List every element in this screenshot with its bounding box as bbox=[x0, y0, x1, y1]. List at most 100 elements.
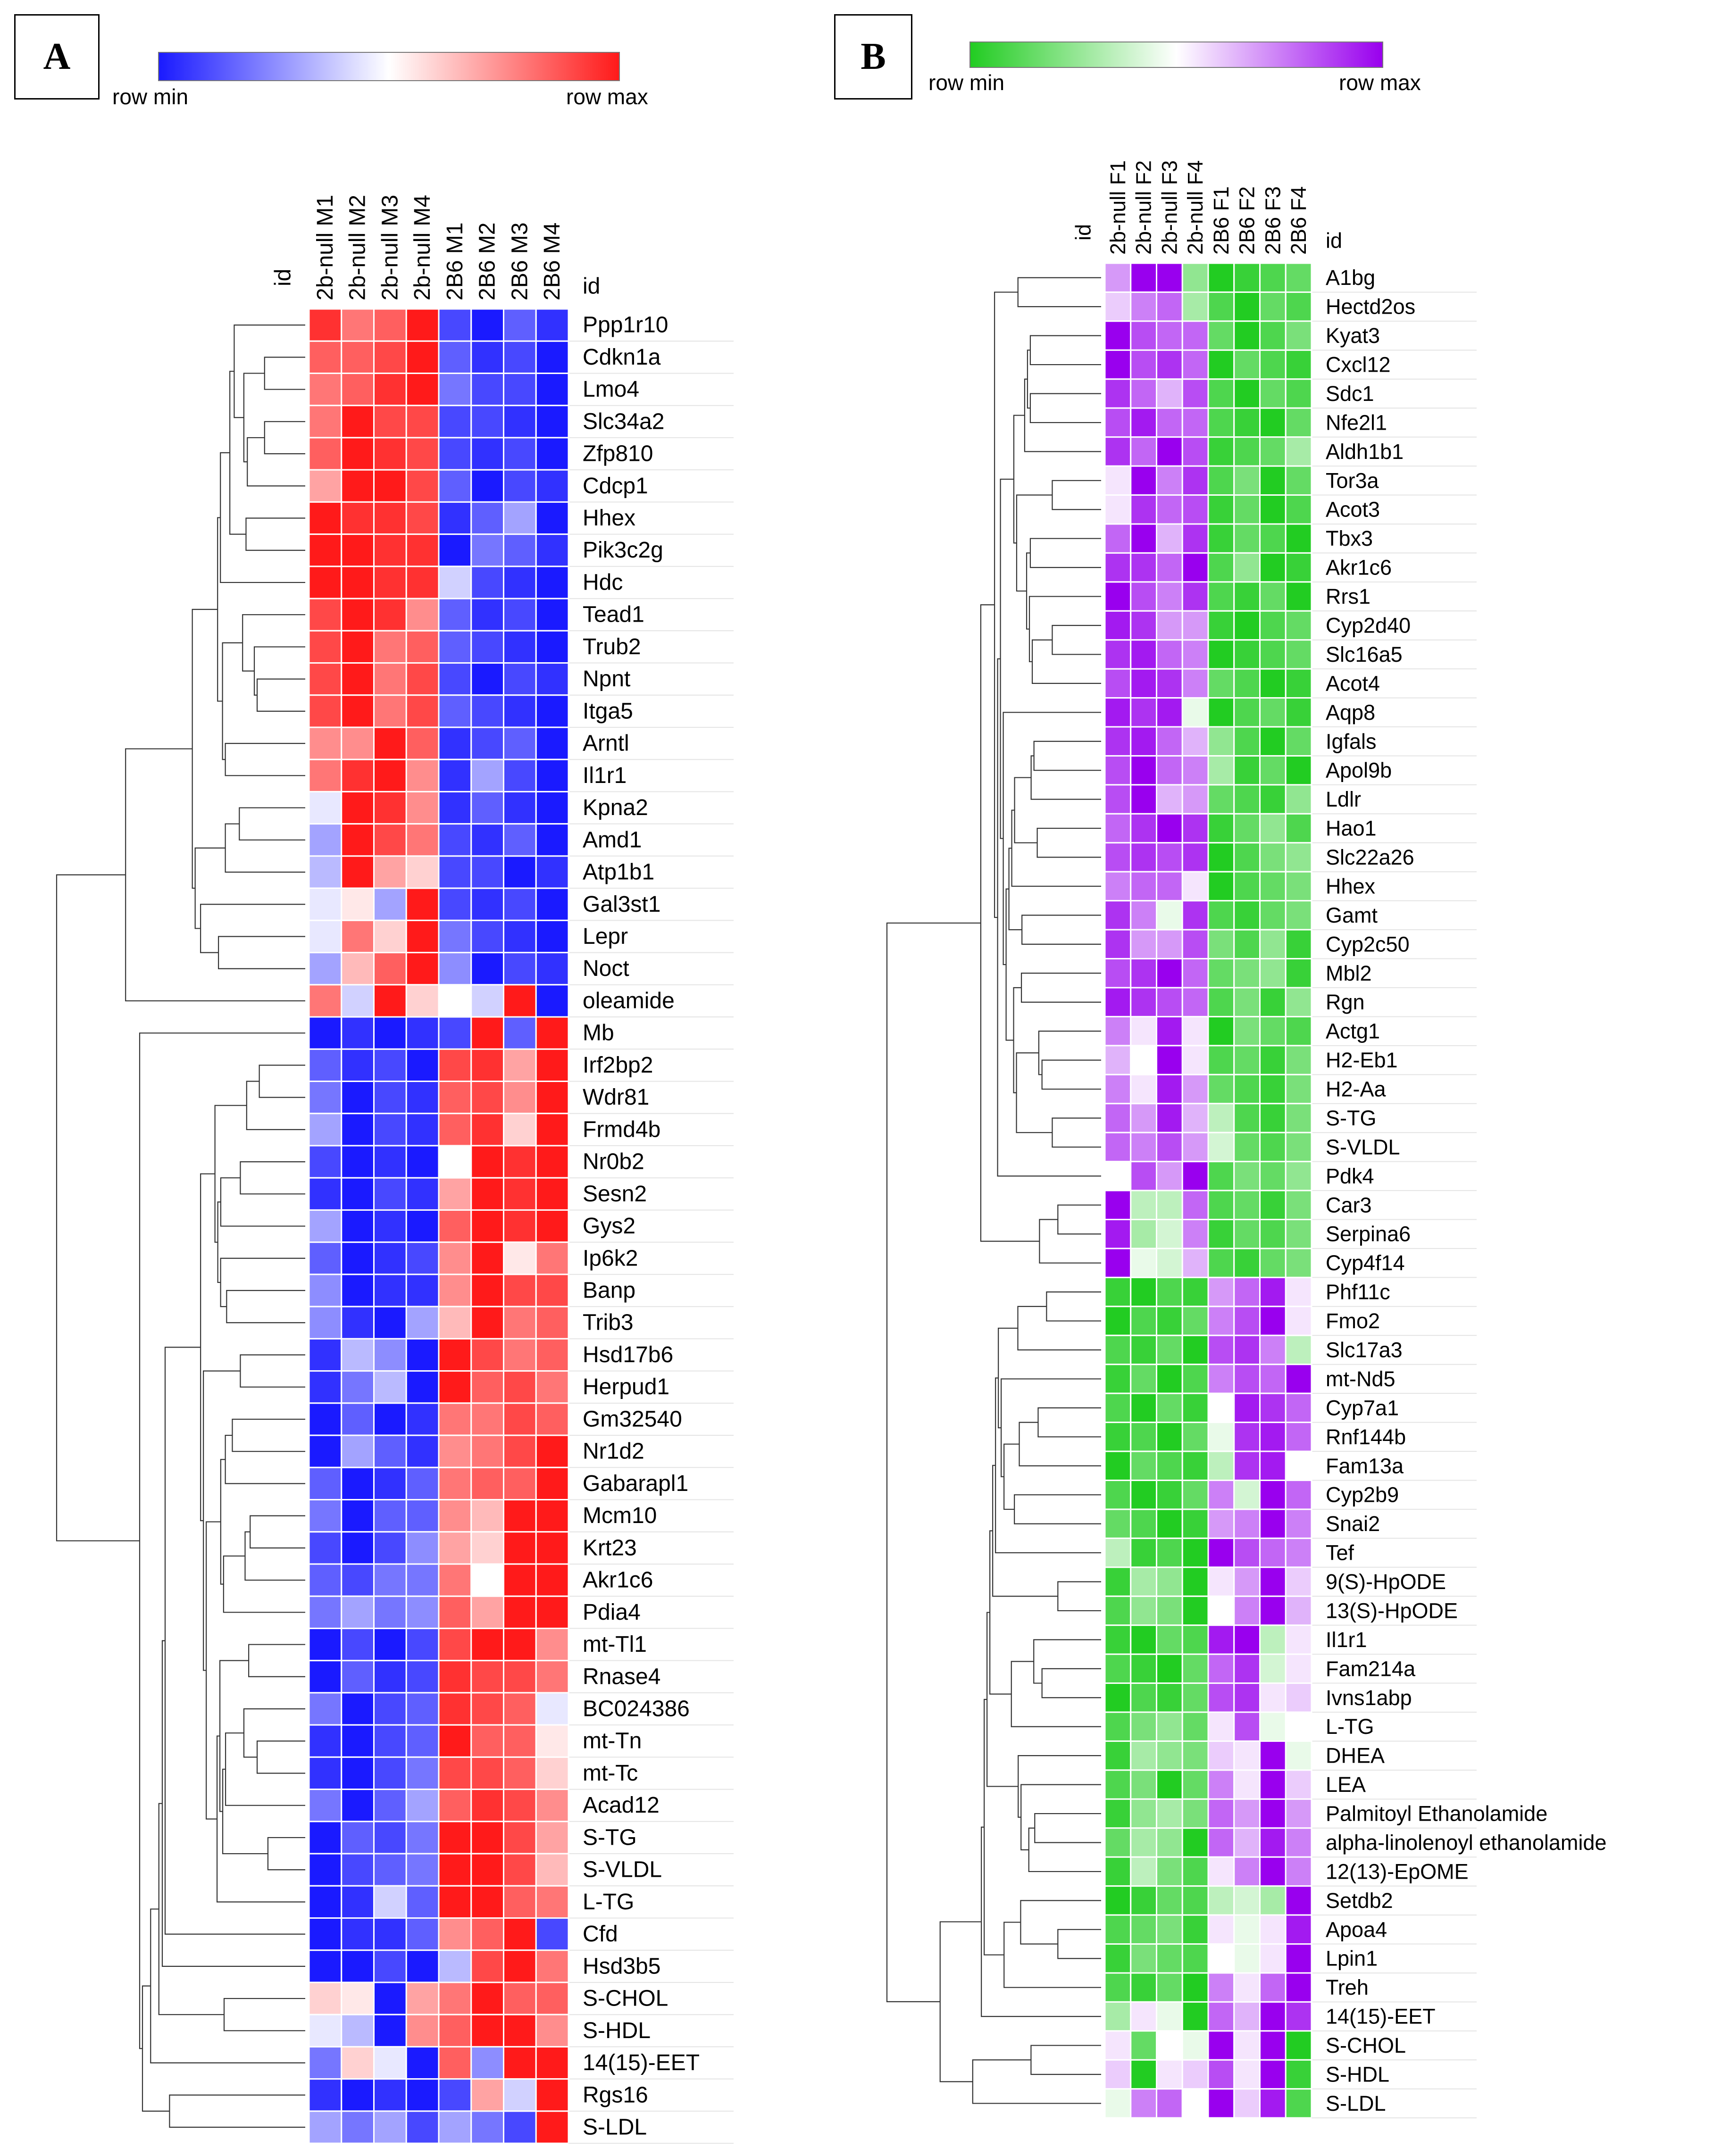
heatmap-cell bbox=[373, 1209, 407, 1243]
heatmap-cell bbox=[1285, 291, 1312, 322]
row-label: Fam214a bbox=[1326, 1657, 1416, 1681]
heatmap-cell bbox=[373, 1756, 407, 1790]
heatmap-cell bbox=[1156, 2088, 1183, 2119]
row-label: 14(15)-EET bbox=[1326, 2005, 1436, 2029]
heatmap-cell bbox=[1259, 1248, 1287, 1278]
dendrogram-branch bbox=[229, 371, 246, 535]
heatmap-cell bbox=[1130, 1016, 1157, 1047]
heatmap-cell bbox=[1233, 1856, 1261, 1887]
panel-b-legend-max: row max bbox=[1339, 70, 1421, 95]
heatmap-cell bbox=[1259, 639, 1287, 670]
heatmap-cell bbox=[373, 340, 407, 374]
heatmap-cell bbox=[1181, 2059, 1209, 2090]
heatmap-cell bbox=[1104, 1711, 1132, 1742]
heatmap-cell bbox=[1207, 581, 1235, 612]
heatmap-cell bbox=[470, 1306, 504, 1340]
heatmap-cell bbox=[503, 1338, 537, 1372]
heatmap-cell bbox=[438, 1499, 472, 1533]
heatmap-cell bbox=[1285, 900, 1312, 931]
heatmap-cell bbox=[1130, 1045, 1157, 1075]
dendrogram-branch bbox=[1057, 1929, 1101, 1959]
heatmap-cell bbox=[1207, 1856, 1235, 1887]
dendrogram-branch bbox=[1003, 712, 1101, 966]
heatmap-cell bbox=[1156, 726, 1183, 757]
heatmap-cell bbox=[1156, 958, 1183, 989]
heatmap-cell bbox=[405, 662, 440, 696]
heatmap-cell bbox=[1285, 1798, 1312, 1829]
heatmap-cell bbox=[1156, 610, 1183, 641]
heatmap-cell bbox=[1233, 900, 1261, 931]
row-label: Slc16a5 bbox=[1326, 642, 1403, 666]
row-label: Mb bbox=[583, 1021, 614, 1046]
heatmap-cell bbox=[438, 1563, 472, 1597]
row-label: Kpna2 bbox=[583, 795, 648, 820]
heatmap-cell bbox=[1130, 262, 1157, 293]
heatmap-cell bbox=[1156, 2059, 1183, 2090]
heatmap-cell bbox=[438, 1531, 472, 1565]
row-label: Serpina6 bbox=[1326, 1222, 1411, 1246]
heatmap-cell bbox=[1181, 1537, 1209, 1568]
heatmap-cell bbox=[308, 2046, 343, 2080]
heatmap-cell bbox=[308, 405, 343, 439]
heatmap-cell bbox=[1233, 1190, 1261, 1221]
dendrogram-branch bbox=[1030, 755, 1101, 800]
heatmap-cell bbox=[1181, 1045, 1209, 1075]
heatmap-cell bbox=[1181, 929, 1209, 960]
heatmap-cell bbox=[1233, 871, 1261, 902]
heatmap-cell bbox=[1130, 1306, 1157, 1336]
heatmap-cell bbox=[405, 984, 440, 1018]
heatmap-cell bbox=[1156, 987, 1183, 1017]
heatmap-cell bbox=[341, 2046, 375, 2080]
heatmap-cell bbox=[1181, 610, 1209, 641]
row-label: Nfe2l1 bbox=[1326, 410, 1387, 434]
heatmap-cell bbox=[1104, 1537, 1132, 1568]
row-label: Rgn bbox=[1326, 990, 1365, 1014]
heatmap-cell bbox=[1285, 1422, 1312, 1452]
dendrogram-branch bbox=[150, 1908, 305, 2064]
heatmap-cell bbox=[1130, 900, 1157, 931]
heatmap-cell bbox=[405, 1145, 440, 1179]
heatmap-cell bbox=[1181, 1450, 1209, 1481]
dendrogram-branch bbox=[1005, 888, 1014, 1041]
heatmap-cell bbox=[341, 1081, 375, 1115]
heatmap-cell bbox=[1181, 1769, 1209, 1800]
heatmap-cell bbox=[1233, 1508, 1261, 1539]
dendrogram-branch bbox=[125, 748, 305, 1002]
dendrogram-branch bbox=[997, 658, 1101, 1177]
heatmap-cell bbox=[1156, 1132, 1183, 1163]
heatmap-cell bbox=[1207, 1248, 1235, 1278]
row-label: Phf11c bbox=[1326, 1280, 1390, 1304]
heatmap-cell bbox=[535, 1627, 569, 1662]
heatmap-cell bbox=[503, 1789, 537, 1823]
heatmap-cell bbox=[1259, 958, 1287, 989]
heatmap-cell bbox=[1207, 1074, 1235, 1105]
row-label: Kyat3 bbox=[1326, 324, 1380, 348]
row-label: S-VLDL bbox=[583, 1857, 662, 1882]
heatmap-cell bbox=[1207, 726, 1235, 757]
heatmap-cell bbox=[1156, 1972, 1183, 2003]
heatmap-cell bbox=[535, 1789, 569, 1823]
heatmap-cell bbox=[1156, 1537, 1183, 1568]
heatmap-cell bbox=[1285, 1248, 1312, 1278]
heatmap-cell bbox=[308, 1241, 343, 1275]
heatmap-cell bbox=[1259, 929, 1287, 960]
heatmap-cell bbox=[1156, 1856, 1183, 1887]
heatmap-cell bbox=[1233, 1972, 1261, 2003]
heatmap-cell bbox=[470, 694, 504, 728]
heatmap-cell bbox=[535, 533, 569, 567]
heatmap-cell bbox=[1285, 2088, 1312, 2119]
row-label: Lpin1 bbox=[1326, 1947, 1378, 1971]
dendrogram-branch bbox=[1029, 393, 1101, 424]
heatmap-cell bbox=[535, 1660, 569, 1694]
row-label: S-TG bbox=[583, 1825, 637, 1850]
row-label: Itga5 bbox=[583, 699, 633, 724]
heatmap-cell bbox=[535, 984, 569, 1018]
heatmap-cell bbox=[1233, 581, 1261, 612]
heatmap-cell bbox=[1207, 523, 1235, 554]
heatmap-cell bbox=[470, 1821, 504, 1855]
dendrogram-branch bbox=[1033, 741, 1101, 771]
heatmap-cell bbox=[341, 984, 375, 1018]
dendrogram-branch bbox=[886, 922, 981, 2002]
heatmap-cell bbox=[1259, 1624, 1287, 1655]
heatmap-cell bbox=[438, 1113, 472, 1147]
